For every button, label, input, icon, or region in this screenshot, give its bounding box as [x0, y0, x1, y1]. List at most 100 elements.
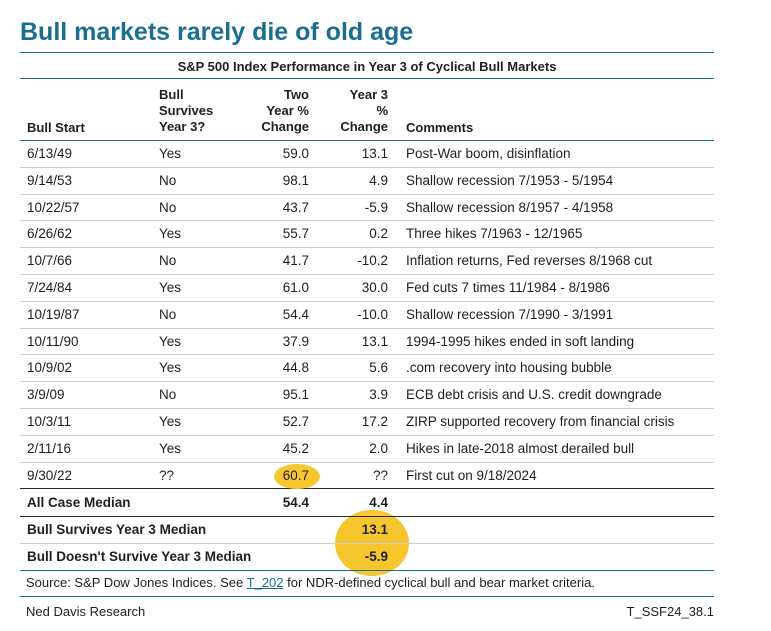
table-row: 10/11/90 Yes 37.9 13.1 1994-1995 hikes e… — [20, 329, 714, 356]
table-row: 6/13/49 Yes 59.0 13.1 Post-War boom, dis… — [20, 141, 714, 168]
source-prefix: Source: S&P Dow Jones Indices. See — [26, 575, 247, 590]
cell-year3: 5.6 — [369, 360, 388, 376]
cell-two-year: 59.0 — [282, 146, 309, 161]
header-bull-start: Bull Start — [27, 120, 85, 135]
source-suffix: for NDR-defined cyclical bull and bear m… — [283, 575, 595, 590]
cell-two-year: 95.1 — [282, 387, 309, 403]
cell-survives: No — [159, 253, 177, 269]
table-row: 9/30/22 ?? 60.7 ?? First cut on 9/18/202… — [20, 463, 714, 490]
cell-survives: Yes — [159, 226, 182, 242]
cell-two-year: 37.9 — [282, 333, 309, 349]
cell-comment: ECB debt crisis and U.S. credit downgrad… — [406, 387, 662, 403]
cell-year3: 13.1 — [361, 333, 388, 349]
cell-survives: No — [159, 306, 177, 322]
header-two-year-line2: Year % — [266, 103, 309, 118]
cell-comment: First cut on 9/18/2024 — [406, 467, 537, 483]
header-survives-line1: Bull — [159, 87, 184, 102]
header-two-year-line1: Two — [283, 87, 309, 102]
cell-year3: -10.2 — [357, 253, 388, 269]
cell-two-year: 41.7 — [282, 253, 309, 269]
cell-survives: Yes — [159, 333, 182, 349]
header-two-year: Two Year % Change — [261, 87, 309, 135]
cell-two-year: 98.1 — [282, 172, 309, 188]
table-row: 10/19/87 No 54.4 -10.0 Shallow recession… — [20, 302, 714, 329]
cell-bull-start: 10/11/90 — [27, 333, 79, 349]
cell-survives: Yes — [159, 146, 182, 161]
cell-bull-start: 3/9/09 — [27, 387, 65, 403]
summary-year3: -5.9 — [364, 549, 388, 564]
cell-comment: Shallow recession 8/1957 - 4/1958 — [406, 199, 614, 215]
cell-survives: Yes — [159, 279, 182, 295]
cell-year3: 13.1 — [361, 146, 388, 161]
cell-bull-start: 2/11/16 — [27, 440, 72, 456]
cell-year3: 0.2 — [369, 226, 388, 242]
summary-label: All Case Median — [27, 495, 131, 510]
table-row: 10/22/57 No 43.7 -5.9 Shallow recession … — [20, 195, 714, 222]
table-row: 6/26/62 Yes 55.7 0.2 Three hikes 7/1963 … — [20, 221, 714, 249]
summary-label: Bull Doesn't Survive Year 3 Median — [27, 549, 252, 564]
header-survives: Bull Survives Year 3? — [159, 87, 213, 135]
header-survives-line3: Year 3? — [159, 119, 206, 134]
header-comments: Comments — [406, 120, 474, 135]
data-rows: 6/13/49 Yes 59.0 13.1 Post-War boom, dis… — [20, 141, 714, 490]
summary-year3: 4.4 — [369, 495, 388, 510]
cell-bull-start: 10/3/11 — [27, 413, 72, 429]
cell-year3: -5.9 — [364, 199, 388, 215]
cell-two-year: 55.7 — [282, 226, 309, 242]
cell-comment: Fed cuts 7 times 11/1984 - 8/1986 — [406, 279, 610, 295]
cell-survives: No — [159, 387, 177, 403]
cell-comment: ZIRP supported recovery from financial c… — [406, 413, 675, 429]
cell-bull-start: 9/30/22 — [27, 467, 73, 483]
cell-bull-start: 10/19/87 — [27, 306, 80, 322]
summary-year3: 13.1 — [361, 522, 388, 537]
cell-two-year: 54.4 — [282, 306, 309, 322]
table-row: 10/3/11 Yes 52.7 17.2 ZIRP supported rec… — [20, 409, 714, 436]
cell-bull-start: 9/14/53 — [27, 172, 73, 188]
header-survives-line2: Survives — [159, 103, 214, 118]
footer-divider — [20, 596, 714, 597]
cell-two-year: 43.7 — [282, 199, 309, 215]
cell-year3: 4.9 — [369, 172, 388, 188]
table-title: S&P 500 Index Performance in Year 3 of C… — [177, 59, 557, 74]
header-year3-line3: Change — [340, 119, 388, 134]
cell-year3: 17.2 — [361, 413, 388, 429]
cell-comment: Hikes in late-2018 almost derailed bull — [406, 440, 635, 456]
page-title: Bull markets rarely die of old age — [20, 18, 414, 46]
cell-bull-start: 10/7/66 — [27, 253, 73, 269]
table-row: 10/9/02 Yes 44.8 5.6 .com recovery into … — [20, 355, 714, 383]
header-year3-line2: % — [376, 103, 388, 118]
cell-two-year: 60.7 — [282, 467, 309, 483]
cell-bull-start: 7/24/84 — [27, 279, 73, 295]
cell-year3: ?? — [372, 467, 388, 483]
cell-comment: Three hikes 7/1963 - 12/1965 — [406, 226, 583, 242]
highlight-marker — [274, 463, 320, 489]
cell-survives: Yes — [159, 440, 182, 456]
cell-survives: No — [159, 199, 177, 215]
footer-publisher: Ned Davis Research — [26, 604, 146, 619]
cell-two-year: 45.2 — [282, 440, 309, 456]
cell-bull-start: 6/26/62 — [27, 226, 73, 242]
cell-bull-start: 10/9/02 — [27, 360, 73, 376]
cell-two-year: 44.8 — [282, 360, 309, 376]
header-two-year-line3: Change — [261, 119, 309, 134]
cell-comment: Shallow recession 7/1953 - 5/1954 — [406, 172, 614, 188]
header-divider — [20, 140, 714, 141]
table-row: 9/14/53 No 98.1 4.9 Shallow recession 7/… — [20, 168, 714, 195]
footer-chart-id: T_SSF24_38.1 — [626, 604, 714, 619]
cell-comment: Inflation returns, Fed reverses 8/1968 c… — [406, 253, 653, 269]
header-year3: Year 3 % Change — [340, 87, 388, 135]
cell-survives: ?? — [159, 467, 175, 483]
summary-row-all-case: All Case Median 54.4 4.4 — [20, 490, 714, 517]
source-link[interactable]: T_202 — [246, 575, 284, 590]
source-note: Source: S&P Dow Jones Indices. See T_202… — [26, 575, 595, 590]
cell-survives: No — [159, 172, 177, 188]
cell-survives: Yes — [159, 413, 182, 429]
cell-year3: -10.0 — [357, 306, 388, 322]
cell-comment: Shallow recession 7/1990 - 3/1991 — [406, 306, 614, 322]
cell-comment: 1994-1995 hikes ended in soft landing — [406, 333, 635, 349]
table-row: 2/11/16 Yes 45.2 2.0 Hikes in late-2018 … — [20, 436, 714, 463]
summary-row-not-survive: Bull Doesn't Survive Year 3 Median -5.9 — [20, 544, 714, 571]
table-row: 10/7/66 No 41.7 -10.2 Inflation returns,… — [20, 248, 714, 275]
cell-year3: 30.0 — [361, 279, 388, 295]
table-row: 3/9/09 No 95.1 3.9 ECB debt crisis and U… — [20, 382, 714, 409]
